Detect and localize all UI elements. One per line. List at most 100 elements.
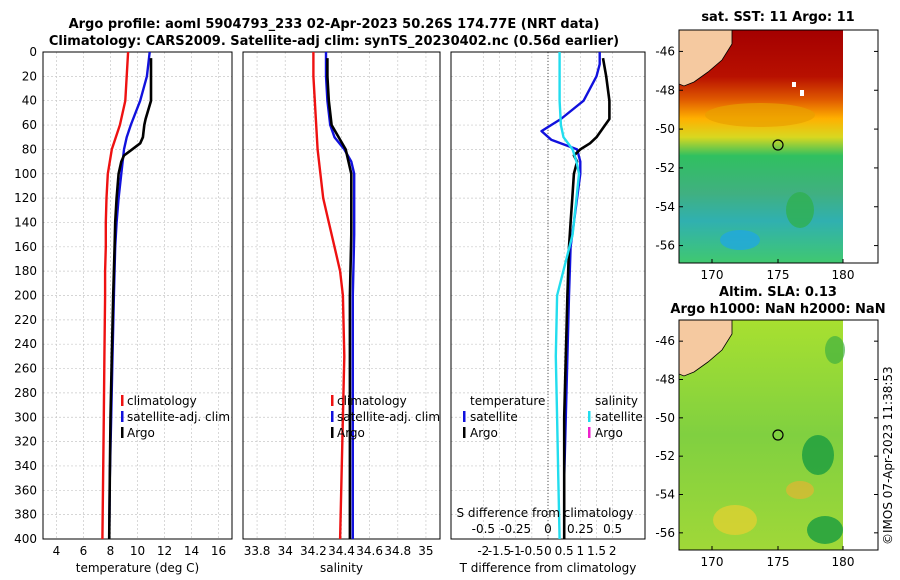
legend-swatch-s-satellite [588, 411, 591, 422]
map-lat-label: -46 [655, 334, 675, 348]
sst-missing-pixels [792, 82, 796, 87]
sla-map-title-line1: Altim. SLA: 0.13 [719, 285, 837, 300]
series-line-t-argo [562, 57, 611, 539]
legend-swatch-climatology [331, 395, 334, 406]
series-line-s-satellite [554, 52, 581, 539]
sst-argo-location-marker [772, 139, 784, 151]
legend-swatch-argo [121, 427, 124, 438]
legend-label-s-satellite: satellite [595, 410, 643, 424]
sst-map-empty-area [843, 30, 878, 263]
x-tick-label: -2 [477, 544, 489, 558]
x-tick-label: 2 [609, 544, 617, 558]
map-lat-label: -54 [655, 200, 675, 214]
series-group [540, 52, 611, 539]
sst-land [678, 29, 733, 87]
y-tick-label: 200 [14, 289, 37, 303]
x-tick-label: 34.6 [356, 544, 383, 558]
difference-legend: temperature satellite Argo salinity sate… [463, 394, 643, 440]
temperature-profile-panel: 0 20 40 60 80 100 120 140 160 180 200 220 240 260 280 3… [14, 45, 233, 575]
series-line-climatology [312, 52, 346, 539]
sst-missing-pixels [800, 90, 804, 96]
sla-low-patch [807, 516, 843, 544]
legend-label-t-satellite: satellite [470, 410, 518, 424]
secondary-x-tick-label: 0.5 [603, 522, 622, 536]
legend-swatch-satellite [121, 411, 124, 422]
map-lat-label: -48 [655, 373, 675, 387]
secondary-axis-label: S difference from climatology [457, 506, 634, 520]
secondary-x-tick-label: 0 [544, 522, 552, 536]
y-tick-label: 300 [14, 410, 37, 424]
sla-argo-location-marker [772, 429, 784, 441]
plot-frame [242, 51, 441, 540]
map-lon-label: 175 [767, 268, 790, 282]
sla-map-axes: -46 -48 -50 -52 -54 -56 170 175 180 [655, 334, 878, 569]
y-tick-label: 260 [14, 362, 37, 376]
y-tick-label: 60 [22, 118, 37, 132]
y-tick-label: 220 [14, 313, 37, 327]
x-tick-label: 34 [278, 544, 293, 558]
y-tick-label: 80 [22, 142, 37, 156]
x-tick-label: 34.4 [328, 544, 355, 558]
sla-low-patch [802, 435, 834, 475]
y-tick-label: 160 [14, 240, 37, 254]
legend-label-t-argo: Argo [470, 426, 498, 440]
sst-map-axes: -46 -48 -50 -52 -54 -56 170 175 180 [655, 44, 878, 282]
x-tick-label: 8 [107, 544, 115, 558]
y-tick-label: 180 [14, 264, 37, 278]
x-tick-label: -1.5 [488, 544, 511, 558]
legend-swatch-satellite [331, 411, 334, 422]
map-lat-label: -54 [655, 488, 675, 502]
legend-label-satellite: satellite-adj. clim [337, 410, 440, 424]
legend-swatch-climatology [121, 395, 124, 406]
salinity-legend: climatology satellite-adj. clim Argo [331, 394, 440, 440]
map-lon-label: 180 [832, 268, 855, 282]
map-lon-label: 170 [701, 268, 724, 282]
plot-frame [450, 51, 646, 540]
y-tick-label: 240 [14, 337, 37, 351]
y-tick-label: 320 [14, 435, 37, 449]
map-lon-label: 180 [832, 555, 855, 569]
sla-high-patch [786, 481, 814, 499]
x-tick-label: -1 [510, 544, 522, 558]
figure-title-line1: Argo profile: aoml 5904793_233 02-Apr-20… [69, 17, 600, 32]
sla-low-patch [825, 336, 845, 364]
x-tick-label: 33.8 [244, 544, 271, 558]
y-tick-label: 0 [29, 45, 37, 59]
x-tick-label: 10 [130, 544, 145, 558]
secondary-x-tick-label: -0.25 [500, 522, 531, 536]
x-tick-label: 1 [577, 544, 585, 558]
map-lat-label: -56 [655, 239, 675, 253]
sst-map-title: sat. SST: 11 Argo: 11 [701, 10, 854, 25]
map-lat-label: -46 [655, 44, 675, 58]
y-tick-label: 380 [14, 508, 37, 522]
salinity-profile-panel: 33.8 34 34.2 34.4 34.6 34.8 35 salinity [242, 51, 441, 575]
legend-swatch-t-argo [463, 427, 466, 438]
y-tick-label: 280 [14, 386, 37, 400]
x-tick-label: 0 [544, 544, 552, 558]
sst-warm-patch [705, 103, 815, 127]
x-tick-label: 6 [80, 544, 88, 558]
legend-title-salinity: salinity [595, 394, 638, 408]
series-line-argo [326, 58, 353, 539]
x-tick-label: 1.5 [587, 544, 606, 558]
figure-title-line2: Climatology: CARS2009. Satellite-adj cli… [49, 34, 619, 49]
y-tick-label: 120 [14, 191, 37, 205]
temperature-legend: climatology satellite-adj. clim Argo [121, 394, 230, 440]
series-line-t-satellite [540, 52, 601, 539]
legend-label-climatology: climatology [127, 394, 197, 408]
map-lat-label: -50 [655, 411, 675, 425]
map-lat-label: -52 [655, 161, 675, 175]
sla-land [678, 319, 733, 377]
secondary-x-tick-label: 0.25 [567, 522, 594, 536]
x-axis-label: temperature (deg C) [76, 561, 199, 575]
imos-timestamp-watermark: ©IMOS 07-Apr-2023 11:38:53 [881, 366, 895, 545]
map-lat-label: -50 [655, 122, 675, 136]
series-line-climatology [101, 52, 130, 539]
legend-swatch-s-argo [588, 427, 591, 438]
legend-swatch-t-satellite [463, 411, 466, 422]
legend-label-s-argo: Argo [595, 426, 623, 440]
map-lon-label: 175 [767, 555, 790, 569]
map-lat-label: -56 [655, 526, 675, 540]
map-lon-label: 170 [701, 555, 724, 569]
legend-label-satellite: satellite-adj. clim [127, 410, 230, 424]
